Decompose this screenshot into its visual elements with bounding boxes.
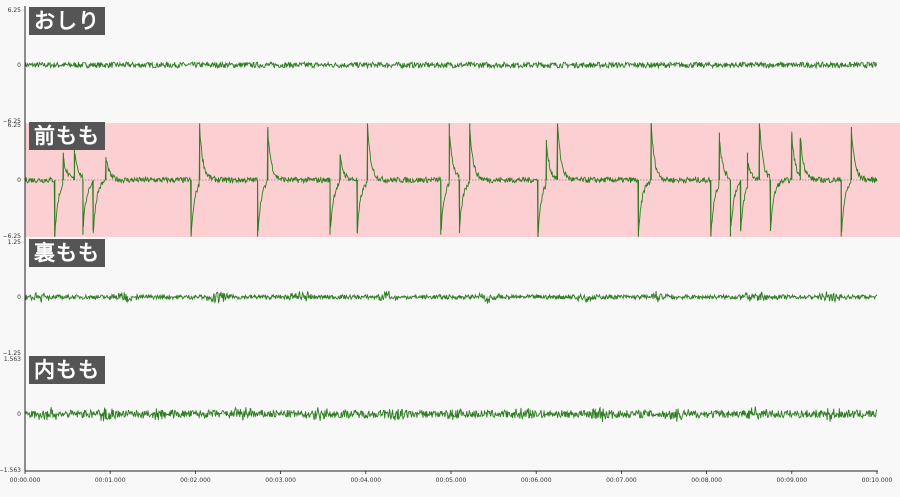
y-tick-label: 0 — [17, 411, 21, 418]
x-tick-label: 00:07.000 — [606, 477, 637, 484]
y-tick-label: 0 — [17, 177, 21, 184]
x-tick-label: 00:03.000 — [265, 477, 296, 484]
signal-line-2 — [24, 290, 878, 305]
signal-line-0 — [24, 60, 878, 70]
x-tick-label: 00:06.000 — [521, 477, 552, 484]
x-tick-label: 00:00.000 — [10, 477, 41, 484]
signal-line-3 — [24, 406, 878, 423]
x-tick-label: 00:05.000 — [436, 477, 467, 484]
y-tick-label: 0 — [17, 62, 21, 69]
x-tick-label: 00:10.000 — [862, 477, 893, 484]
x-tick-label: 00:04.000 — [350, 477, 381, 484]
panel-title-2: 裏もも — [29, 239, 105, 267]
y-tick-label: 1.563 — [4, 356, 21, 363]
y-tick-label: −1.25 — [3, 350, 22, 357]
y-tick-label: −6.25 — [3, 233, 22, 240]
y-tick-label: 1.25 — [8, 239, 22, 246]
panel-title-1: 前もも — [29, 122, 105, 150]
x-tick-label: 00:09.000 — [776, 477, 807, 484]
x-tick-label: 00:01.000 — [95, 477, 126, 484]
y-tick-label: −1.563 — [0, 467, 21, 474]
x-tick-label: 00:02.000 — [180, 477, 211, 484]
panel-title-0: おしり — [29, 7, 105, 35]
y-tick-label: −6.25 — [3, 118, 22, 125]
y-tick-label: 0 — [17, 294, 21, 301]
x-tick-label: 00:08.000 — [691, 477, 722, 484]
y-tick-label: 6.25 — [8, 122, 22, 129]
y-tick-label: 6.25 — [8, 7, 22, 14]
panel-title-3: 内もも — [29, 356, 105, 384]
signal-line-1 — [24, 123, 878, 238]
